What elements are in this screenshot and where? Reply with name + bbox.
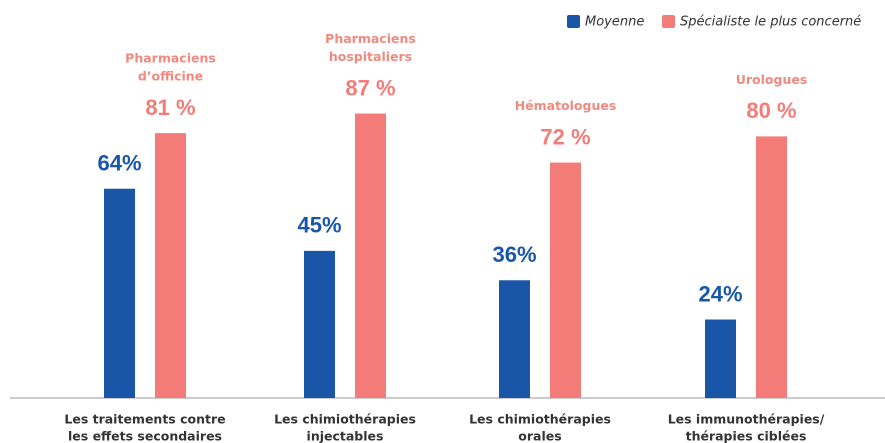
x-tick-label: Les chimiothérapies [274, 412, 416, 427]
value-label: 87 % [345, 75, 395, 100]
x-tick-label: injectables [307, 429, 384, 443]
value-label: 45% [297, 213, 341, 238]
value-label: 24% [698, 281, 742, 306]
value-label: 80 % [746, 98, 796, 123]
x-tick-label: Les chimiothérapies [469, 412, 611, 427]
annotation: Pharmaciens [125, 51, 216, 66]
legend-label: Moyenne [585, 15, 644, 30]
value-label: 64% [97, 151, 141, 176]
bar [104, 188, 135, 398]
bar [499, 280, 530, 398]
x-tick-label: Les immunothérapies/ [668, 412, 825, 427]
annotation: Urologues [736, 72, 808, 87]
x-tick-label: les effets secondaires [68, 429, 222, 443]
x-tick-label: Les traitements contre [64, 412, 225, 427]
value-label: 72 % [540, 124, 590, 149]
annotation: Hématologues [515, 98, 617, 113]
x-tick-label: orales [518, 429, 561, 443]
bar [756, 136, 787, 398]
value-label: 36% [492, 242, 536, 267]
annotation: hospitaliers [329, 49, 412, 64]
legend-swatch [567, 15, 580, 28]
annotation: d’officine [138, 69, 203, 84]
legend-swatch [662, 15, 675, 28]
bar [355, 113, 386, 398]
legend-label: Spécialiste le plus concerné [680, 15, 861, 30]
x-tick-label: thérapies ciblées [686, 429, 807, 443]
bar [705, 319, 736, 398]
annotation: Pharmaciens [325, 31, 416, 46]
bar [550, 162, 581, 398]
value-label: 81 % [145, 95, 195, 120]
bar [304, 250, 335, 398]
bar [155, 133, 186, 398]
